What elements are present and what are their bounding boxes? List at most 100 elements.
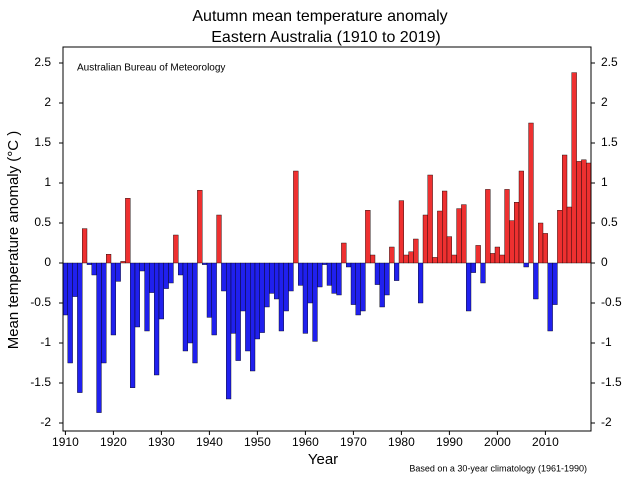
bar	[206, 262, 212, 318]
bar	[341, 242, 347, 264]
bar	[125, 197, 131, 264]
bar	[542, 233, 548, 264]
x-tick-label: 1920	[100, 435, 127, 449]
bar	[408, 251, 414, 264]
bar	[538, 222, 544, 264]
y2-tick-label: -0.5	[601, 295, 622, 309]
bar	[547, 262, 553, 332]
bar	[523, 262, 529, 268]
bar	[96, 262, 102, 413]
x-tick-label: 1940	[196, 435, 223, 449]
bar	[499, 254, 505, 264]
bar	[422, 214, 429, 264]
bar	[326, 262, 332, 286]
bar	[398, 200, 405, 264]
bar	[235, 262, 241, 361]
bar	[149, 262, 155, 293]
bar	[533, 262, 539, 300]
bar	[370, 254, 376, 264]
bar	[581, 159, 587, 264]
footnote: Based on a 30-year climatology (1961-199…	[409, 463, 587, 473]
bar	[216, 214, 222, 264]
bar	[461, 204, 467, 264]
x-tick-label: 1910	[52, 435, 79, 449]
annotation: Australian Bureau of Meteorology	[77, 63, 225, 74]
bar	[365, 209, 371, 264]
bar	[446, 236, 452, 264]
x-tick-label: 1990	[436, 435, 463, 449]
bar	[528, 122, 534, 264]
bar	[221, 262, 227, 292]
bar	[576, 161, 582, 264]
y2-tick-label: -2	[601, 415, 612, 429]
y2-tick-label: 0.5	[601, 215, 618, 229]
bar	[81, 228, 88, 264]
bar	[264, 262, 270, 308]
bar	[360, 262, 366, 312]
bar	[418, 262, 424, 304]
y-tick-label: -1	[40, 335, 51, 349]
chart-title: Autumn mean temperature anomaly	[192, 8, 447, 25]
bar	[278, 262, 284, 332]
y-tick-label: 2.5	[34, 55, 51, 69]
y-axis-label: Mean temperature anomaly (°C )	[5, 131, 22, 350]
bar	[254, 262, 261, 340]
bar	[115, 262, 121, 282]
bar	[62, 262, 68, 316]
bar	[427, 174, 433, 264]
bar	[245, 262, 251, 352]
plot-frame	[62, 46, 592, 432]
bar	[129, 262, 136, 389]
bar	[514, 201, 520, 264]
bar	[139, 262, 145, 272]
bar	[182, 262, 189, 352]
bar	[312, 262, 318, 342]
bar	[302, 262, 308, 334]
y-tick-label: -2	[40, 415, 51, 429]
bar	[91, 262, 97, 276]
bar	[509, 220, 515, 264]
bar	[230, 262, 237, 334]
x-tick-label: 1970	[340, 435, 367, 449]
bar	[442, 190, 448, 264]
bar	[168, 262, 174, 284]
bar	[350, 262, 357, 305]
bar	[437, 210, 443, 264]
bar	[67, 262, 73, 364]
bar	[475, 245, 481, 264]
y-tick-label: -1.5	[30, 375, 51, 389]
x-tick-label: 1930	[148, 435, 175, 449]
x-tick-label: 2010	[532, 435, 559, 449]
bar	[120, 261, 126, 264]
bar	[557, 209, 563, 264]
x-tick-label: 1950	[244, 435, 271, 449]
bar	[552, 262, 558, 305]
bar	[72, 262, 78, 297]
bar	[494, 246, 501, 264]
bar	[466, 262, 472, 312]
bar	[293, 170, 299, 264]
bar	[298, 262, 304, 286]
bar	[413, 238, 419, 264]
bar	[192, 262, 198, 364]
bar	[504, 189, 510, 264]
bar	[201, 262, 208, 265]
bar	[317, 262, 323, 288]
bar	[394, 262, 400, 281]
x-axis-label: Year	[308, 451, 338, 468]
bar	[110, 262, 117, 336]
bar	[144, 262, 150, 332]
y-tick-label: 1.5	[34, 135, 51, 149]
bar	[389, 246, 395, 264]
bar	[177, 262, 184, 276]
bar	[480, 262, 486, 284]
y2-tick-label: 1	[601, 175, 608, 189]
bar	[134, 262, 141, 328]
bar	[283, 262, 289, 312]
bar	[485, 189, 491, 264]
y-tick-label: 0.5	[34, 215, 51, 229]
x-tick-label: 2000	[484, 435, 511, 449]
x-tick-label: 1960	[292, 435, 319, 449]
y-tick-label: -0.5	[30, 295, 51, 309]
